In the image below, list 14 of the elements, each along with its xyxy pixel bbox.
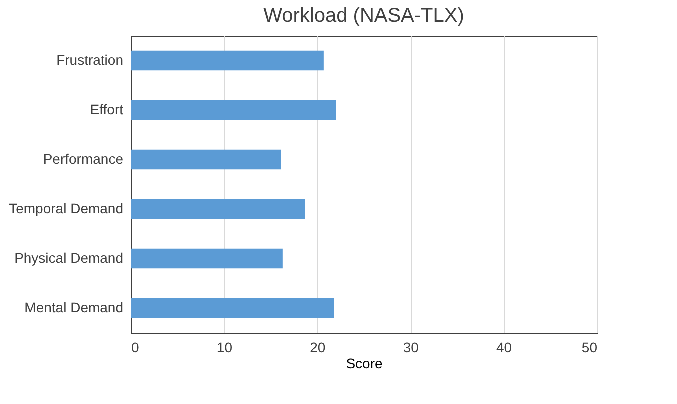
x-tick-label: 0: [132, 340, 140, 356]
x-tick-label: 20: [310, 340, 326, 356]
x-tick-label: 10: [216, 340, 233, 356]
y-tick-label: Physical Demand: [14, 250, 124, 266]
chart-title: Workload (NASA-TLX): [264, 5, 464, 27]
y-tick-label: Temporal Demand: [9, 200, 124, 216]
y-tick-label: Performance: [43, 150, 124, 167]
y-tick-label: Mental Demand: [24, 299, 124, 316]
x-tick-label: 30: [403, 340, 420, 356]
x-tick-label: 40: [496, 340, 512, 356]
x-tick-label: 50: [582, 340, 598, 356]
x-axis-title: Score: [346, 356, 383, 372]
y-tick-label: Frustration: [56, 52, 124, 68]
y-tick-label: Effort: [90, 101, 124, 118]
